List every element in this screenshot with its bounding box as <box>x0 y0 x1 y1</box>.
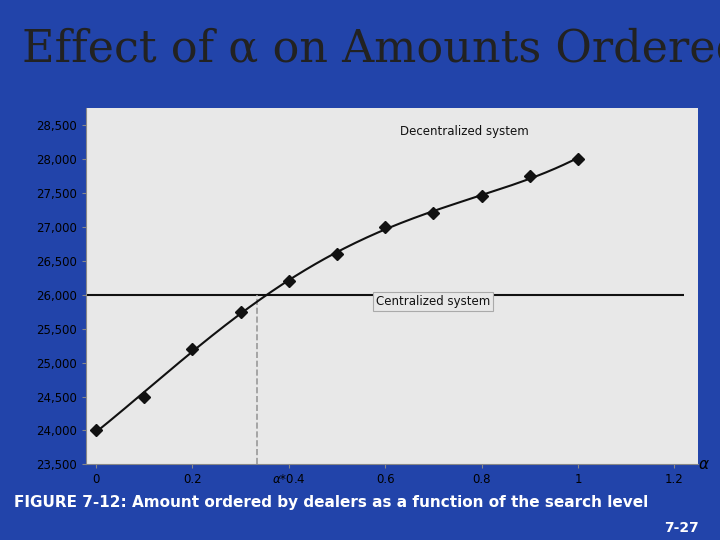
Text: 7-27: 7-27 <box>664 521 698 535</box>
Text: Centralized system: Centralized system <box>376 295 490 308</box>
Text: α: α <box>698 457 708 472</box>
Text: Decentralized system: Decentralized system <box>400 125 528 138</box>
Text: Effect of α on Amounts Ordered: Effect of α on Amounts Ordered <box>22 27 720 70</box>
Text: FIGURE 7-12: Amount ordered by dealers as a function of the search level: FIGURE 7-12: Amount ordered by dealers a… <box>14 495 649 510</box>
